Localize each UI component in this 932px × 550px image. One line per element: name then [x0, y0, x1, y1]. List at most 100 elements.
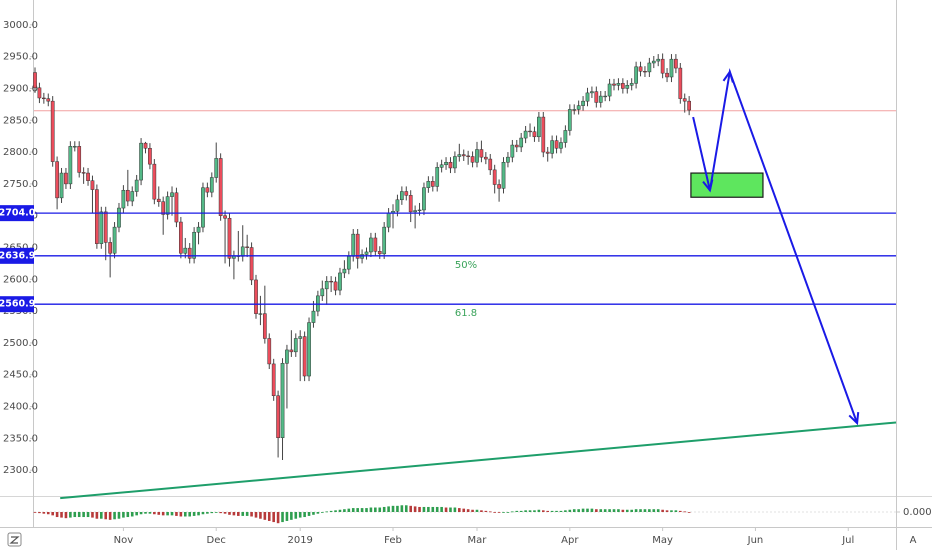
osc-bar [444, 507, 448, 512]
candle-body [262, 313, 267, 339]
candle-body [665, 72, 669, 78]
candle-body [550, 140, 554, 154]
osc-bar [449, 507, 452, 512]
x-tick-label: Nov [114, 535, 134, 546]
candle-body [342, 268, 347, 274]
osc-bar [122, 512, 125, 518]
candle-body [621, 83, 625, 89]
osc-bar [541, 510, 545, 512]
osc-bar [281, 512, 284, 523]
arrow-head [722, 69, 734, 83]
candle-body [165, 196, 170, 215]
osc-bar [46, 512, 50, 515]
candle-body [528, 130, 532, 133]
osc-bar [683, 511, 687, 513]
y-tick-label: 2850.0 [3, 115, 38, 126]
candle-body [461, 154, 466, 157]
osc-bar [555, 510, 558, 512]
osc-bar [546, 510, 550, 512]
osc-bar [418, 506, 421, 512]
osc-bar [153, 512, 156, 515]
candle-body [254, 279, 258, 314]
candle-body [426, 181, 431, 188]
osc-bar [343, 509, 346, 512]
osc-bar [201, 512, 205, 515]
x-tick-label: Feb [384, 535, 402, 546]
osc-bar [206, 512, 209, 514]
candle-body [267, 338, 272, 365]
osc-bar [38, 512, 41, 514]
y-tick-label: 2600.0 [3, 274, 38, 285]
osc-bar [378, 507, 382, 512]
osc-bar [259, 512, 262, 519]
osc-bar [453, 507, 457, 512]
candle-body [404, 191, 409, 196]
candle-body [125, 189, 130, 202]
osc-bar [91, 512, 94, 518]
candle-body [475, 149, 479, 163]
candle-body [280, 363, 285, 438]
candle-body [364, 251, 369, 255]
osc-bar [144, 512, 147, 514]
y-tick-label: 2400.0 [3, 402, 38, 413]
scale-button[interactable]: A [910, 535, 917, 546]
osc-bar [157, 512, 161, 515]
osc-bar [42, 512, 46, 514]
osc-bar [519, 510, 523, 512]
osc-bar [404, 505, 408, 512]
candle-body [302, 336, 307, 377]
scale-button-bg[interactable] [905, 532, 921, 547]
candle-body [103, 211, 108, 243]
candle-body [563, 130, 568, 143]
candle-body [470, 156, 475, 163]
candle-body [64, 172, 68, 185]
osc-bar [603, 509, 607, 512]
candle-body [382, 226, 387, 255]
osc-bar [391, 505, 395, 512]
candle-body [289, 349, 294, 353]
osc-bar [334, 510, 337, 512]
candle-body [152, 163, 157, 200]
osc-bar [170, 512, 174, 516]
candle-body [603, 95, 608, 98]
osc-bar [117, 512, 121, 519]
osc-bar [409, 505, 412, 512]
candle-body [258, 313, 263, 315]
candle-body [227, 217, 232, 259]
level-label-bg [0, 247, 34, 264]
candle-body [369, 237, 373, 253]
osc-bar [435, 506, 439, 512]
candle-body [249, 247, 254, 281]
osc-bar [329, 510, 333, 512]
osc-bar [267, 512, 271, 521]
candle-body [687, 100, 691, 111]
candle-body [174, 192, 179, 223]
arrow-head [702, 179, 714, 193]
y-tick-label: 2300.0 [3, 465, 38, 476]
candle-body [638, 66, 643, 72]
level-label-bg [0, 205, 34, 222]
candle-body [112, 226, 117, 254]
osc-bar [161, 512, 165, 516]
osc-bar [148, 512, 152, 514]
candle-body [77, 146, 82, 173]
candle-body [108, 242, 112, 254]
osc-bar [263, 512, 267, 520]
osc-bar [537, 509, 541, 512]
osc-bar [237, 512, 240, 516]
candle-body [223, 215, 227, 219]
osc-bar [564, 510, 567, 512]
osc-bar [572, 509, 576, 512]
osc-bar [595, 509, 598, 512]
candle-body [656, 58, 661, 62]
osc-bar [648, 509, 651, 512]
level-label: 2560.9 [0, 299, 35, 310]
osc-bar [250, 512, 253, 517]
osc-bar [126, 512, 130, 518]
osc-bar [188, 512, 192, 517]
osc-bar [303, 512, 306, 518]
osc-bar [179, 512, 183, 517]
y-tick-label: 2750.0 [3, 179, 38, 190]
candle-body [590, 91, 594, 94]
osc-bar [73, 512, 77, 518]
